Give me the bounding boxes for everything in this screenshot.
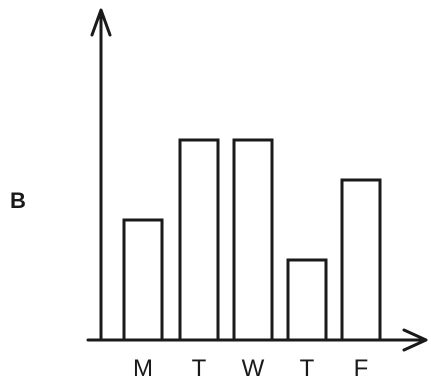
x-tick-label-3: T — [300, 355, 315, 382]
bars-group — [122, 138, 382, 342]
bar-3 — [286, 258, 328, 342]
bar-2 — [232, 138, 274, 342]
x-tick-label-2: W — [242, 355, 265, 382]
x-tick-label-0: M — [133, 355, 153, 382]
y-axis-arrowhead — [90, 8, 112, 37]
bar-1 — [178, 138, 220, 342]
x-axis-arrowhead — [402, 328, 428, 352]
bar-4 — [340, 178, 382, 342]
panel-label: B — [10, 188, 26, 213]
x-tick-label-4: F — [354, 355, 369, 382]
bar-0 — [122, 218, 164, 342]
x-tick-label-1: T — [192, 355, 207, 382]
